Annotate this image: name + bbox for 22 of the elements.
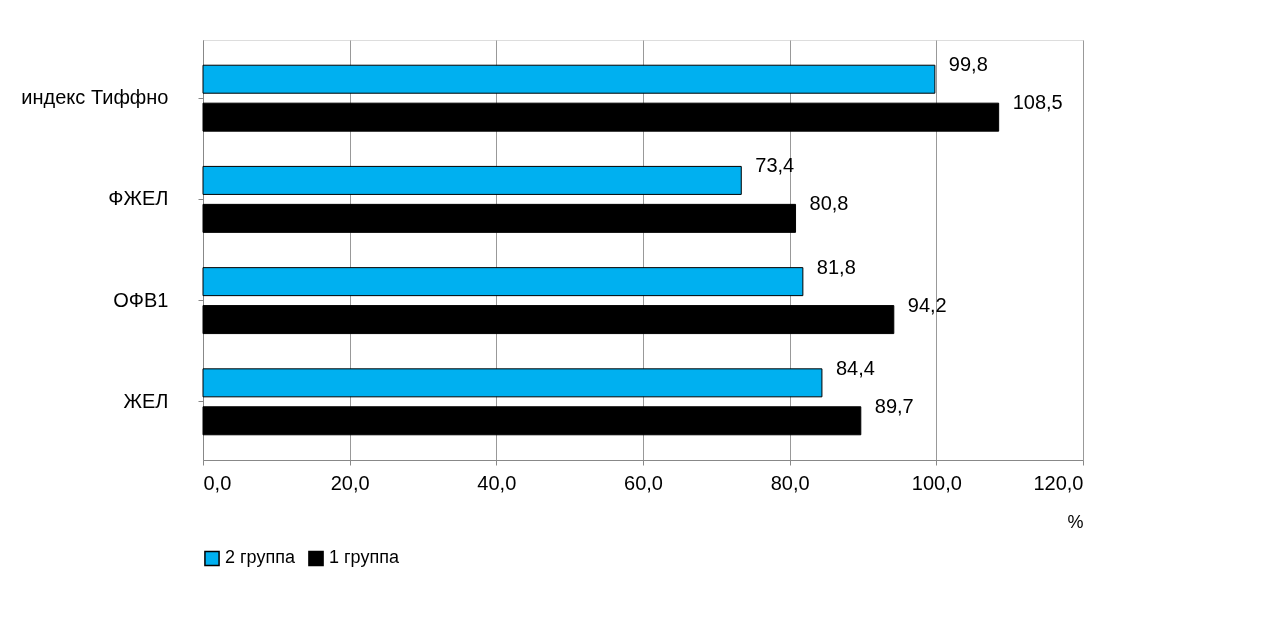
- x-axis-title: %: [1067, 511, 1084, 532]
- x-tick-label: 0,0: [203, 471, 232, 494]
- data-label: 81,8: [816, 255, 856, 278]
- legend-label: 1 группа: [329, 547, 400, 568]
- x-tick-label: 60,0: [624, 471, 663, 494]
- y-tick-label: ЖЕЛ: [123, 389, 169, 412]
- x-tick-label: 100,0: [911, 471, 962, 494]
- legend-label: 2 группа: [225, 547, 296, 568]
- data-label: 80,8: [809, 192, 849, 215]
- x-tick-label: 80,0: [770, 471, 810, 494]
- data-label: 94,2: [907, 293, 947, 316]
- y-tick-label: ФЖЕЛ: [108, 187, 169, 210]
- data-label: 73,4: [755, 154, 795, 177]
- data-label: 108,5: [1012, 91, 1063, 114]
- y-tick-label: ОФВ1: [113, 288, 169, 311]
- y-tick-label: индекс Тиффно: [21, 86, 169, 109]
- data-label: 84,4: [835, 356, 875, 379]
- data-label: 99,8: [948, 53, 988, 76]
- x-tick-label: 40,0: [477, 471, 517, 494]
- x-tick-label: 120,0: [1033, 471, 1084, 494]
- x-tick-label: 20,0: [330, 471, 370, 494]
- data-label: 89,7: [874, 394, 914, 417]
